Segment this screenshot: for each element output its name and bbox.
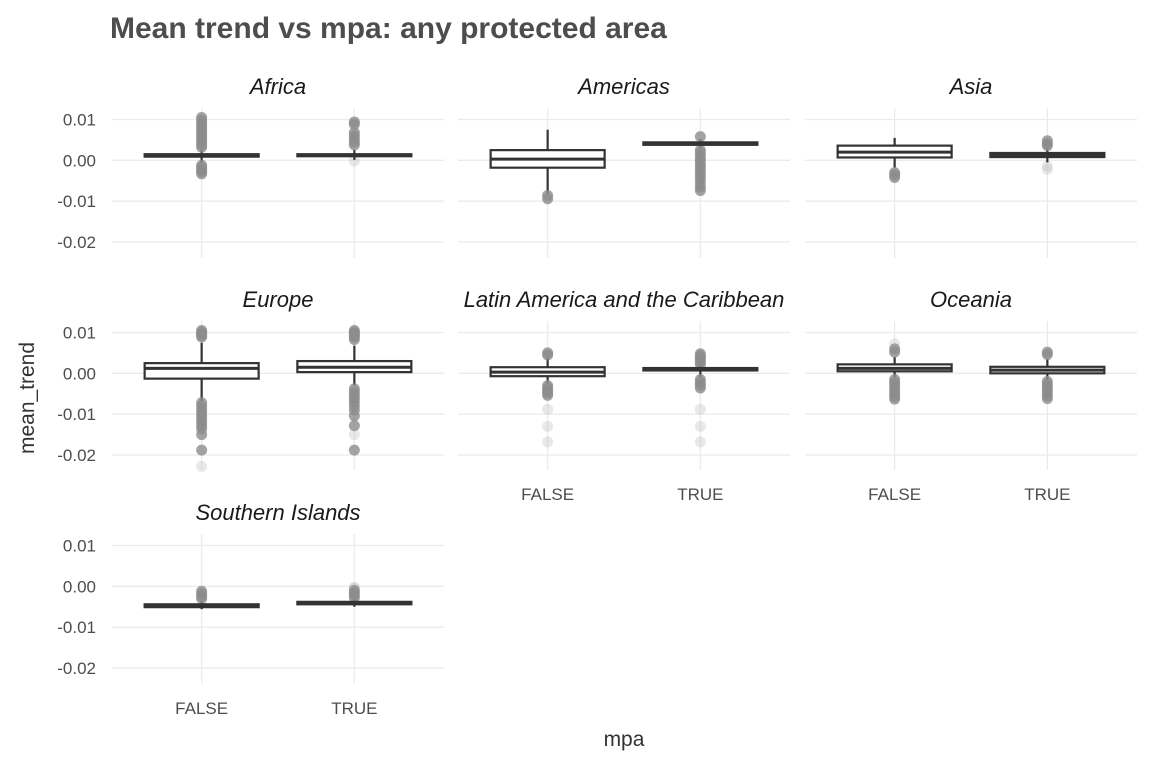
y-tick-label: 0.00 <box>63 364 96 383</box>
x-tick-label: TRUE <box>331 699 377 718</box>
x-tick-label: FALSE <box>175 699 228 718</box>
facet-panel: Latin America and the Caribbean FALSE TRUE <box>458 287 790 504</box>
box <box>143 362 260 380</box>
outlier-point-faint <box>694 420 706 432</box>
outlier-point <box>694 382 706 394</box>
outlier-point-faint <box>1041 160 1053 172</box>
outlier-point <box>1041 393 1053 405</box>
x-axis-title: mpa <box>604 728 645 751</box>
facet-panels: Africa 0.01 0.00 -0.01 -0.02 Americas Asia Euro… <box>57 74 1137 718</box>
outlier-point <box>889 171 901 183</box>
outlier-point <box>694 185 706 197</box>
x-tick-label: FALSE <box>868 485 921 504</box>
y-tick-label: -0.02 <box>57 446 96 465</box>
outlier-point <box>542 389 554 401</box>
facet-label: Africa <box>248 74 306 99</box>
outlier-point-faint <box>694 436 706 448</box>
facet-panel: Oceania FALSE TRUE <box>805 287 1137 504</box>
outlier-point <box>196 444 208 456</box>
outlier-point <box>196 331 208 343</box>
outlier-point <box>889 393 901 405</box>
outlier-point <box>196 429 208 441</box>
outlier-point-faint <box>542 403 554 415</box>
outlier-point <box>348 118 360 130</box>
outlier-point-faint <box>542 436 554 448</box>
facet-panel: Africa 0.01 0.00 -0.01 -0.02 <box>57 74 444 258</box>
facet-label: Latin America and the Caribbean <box>464 287 785 312</box>
y-tick-label: 0.01 <box>63 537 96 556</box>
outlier-point <box>348 333 360 345</box>
y-tick-label: 0.01 <box>63 324 96 343</box>
outlier-point <box>196 141 208 153</box>
y-tick-label: 0.01 <box>63 111 96 130</box>
outlier-point <box>1041 349 1053 361</box>
facet-panel: Southern Islands 0.01 0.00 -0.01 -0.02 FALSE T… <box>57 500 444 718</box>
outlier-point-faint <box>348 155 360 167</box>
outlier-point <box>1041 140 1053 152</box>
outlier-point <box>348 139 360 151</box>
outlier-point <box>348 420 360 432</box>
facet-label: Oceania <box>930 287 1012 312</box>
y-tick-label: 0.00 <box>63 151 96 170</box>
facet-label: Americas <box>576 74 670 99</box>
outlier-point <box>196 593 208 605</box>
outlier-point <box>196 168 208 180</box>
facet-panel: Asia <box>805 74 1137 258</box>
outlier-point <box>348 410 360 422</box>
facet-panel: Europe 0.01 0.00 -0.01 -0.02 <box>57 287 444 472</box>
x-tick-label: TRUE <box>1024 485 1070 504</box>
outlier-point-faint <box>694 403 706 415</box>
outlier-point <box>348 592 360 604</box>
y-tick-label: -0.01 <box>57 192 96 211</box>
outlier-point-faint <box>196 460 208 472</box>
outlier-point-faint <box>542 420 554 432</box>
facet-label: Europe <box>243 287 314 312</box>
y-tick-label: -0.01 <box>57 618 96 637</box>
x-tick-label: TRUE <box>677 485 723 504</box>
y-tick-label: 0.00 <box>63 577 96 596</box>
outlier-point <box>542 193 554 205</box>
facet-panel: Americas <box>458 74 790 258</box>
outlier-point-faint <box>1041 163 1053 175</box>
x-tick-label: FALSE <box>521 485 574 504</box>
y-tick-label: -0.02 <box>57 659 96 678</box>
y-tick-label: -0.02 <box>57 233 96 252</box>
outlier-point <box>889 346 901 358</box>
outlier-point <box>694 131 706 143</box>
outlier-point <box>348 444 360 456</box>
facet-label: Southern Islands <box>195 500 360 525</box>
facet-label: Asia <box>948 74 993 99</box>
y-axis-title: mean_trend <box>16 342 39 454</box>
chart-title: Mean trend vs mpa: any protected area <box>110 12 667 45</box>
y-tick-label: -0.01 <box>57 405 96 424</box>
outlier-point-faint <box>348 429 360 441</box>
outlier-point <box>542 349 554 361</box>
